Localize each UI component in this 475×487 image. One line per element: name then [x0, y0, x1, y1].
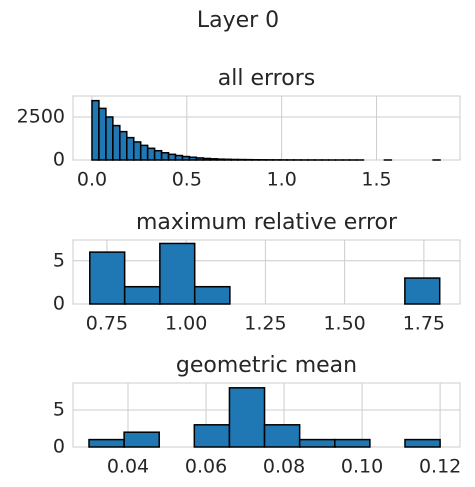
- x-tick-label: 0.0: [77, 169, 107, 191]
- bar: [228, 387, 266, 448]
- subplot-title: geometric mean: [176, 353, 357, 378]
- axes-frame: [72, 239, 461, 305]
- bar: [404, 277, 441, 305]
- subplot-title: maximum relative error: [136, 210, 398, 235]
- x-tick-label: 1.25: [244, 313, 286, 335]
- bar: [91, 99, 100, 161]
- bar: [98, 107, 107, 161]
- x-tick-label: 0.06: [185, 456, 227, 478]
- x-tick-label: 1.5: [361, 169, 391, 191]
- bar: [89, 251, 126, 305]
- bar: [112, 124, 121, 161]
- y-tick-label: 2500: [17, 105, 65, 127]
- bar: [123, 285, 161, 305]
- bar: [404, 438, 441, 448]
- y-tick-label: 0: [53, 436, 65, 458]
- x-tick-label: 1.75: [403, 313, 445, 335]
- figure-title: Layer 0: [197, 8, 279, 33]
- x-tick-label: 0.5: [172, 169, 202, 191]
- y-tick-label: 5: [53, 399, 65, 421]
- x-tick-label: 0.12: [419, 456, 461, 478]
- bar: [146, 147, 156, 161]
- bar: [195, 157, 205, 161]
- bar: [159, 242, 196, 305]
- x-tick-label: 1.50: [323, 313, 365, 335]
- x-tick-label: 1.0: [267, 169, 297, 191]
- x-tick-label: 0.75: [86, 313, 128, 335]
- bar: [188, 156, 198, 161]
- bar: [202, 157, 212, 161]
- bar: [139, 144, 149, 161]
- bar: [334, 438, 371, 448]
- y-tick-label: 0: [53, 149, 65, 171]
- bar: [174, 154, 184, 161]
- bar: [230, 158, 239, 161]
- x-tick-label: 0.08: [263, 456, 305, 478]
- x-tick-label: 0.10: [341, 456, 383, 478]
- x-tick-label: 1.00: [165, 313, 207, 335]
- bar: [193, 285, 231, 305]
- bar: [119, 130, 128, 161]
- bar: [123, 431, 160, 448]
- bar: [223, 158, 232, 161]
- bar: [88, 438, 125, 448]
- y-tick-label: 0: [53, 293, 65, 315]
- bar: [263, 424, 301, 448]
- y-tick-label: 5: [53, 249, 65, 271]
- bar: [167, 153, 177, 161]
- bar: [298, 438, 336, 448]
- bar: [193, 424, 231, 448]
- bar: [153, 149, 163, 161]
- x-tick-label: 0.04: [107, 456, 149, 478]
- bar: [209, 158, 219, 161]
- subplot-title: all errors: [218, 66, 315, 91]
- bar: [105, 116, 114, 161]
- bar: [181, 155, 191, 161]
- bar: [132, 141, 142, 161]
- bar: [216, 158, 226, 161]
- bar: [160, 152, 170, 161]
- bar: [126, 136, 135, 161]
